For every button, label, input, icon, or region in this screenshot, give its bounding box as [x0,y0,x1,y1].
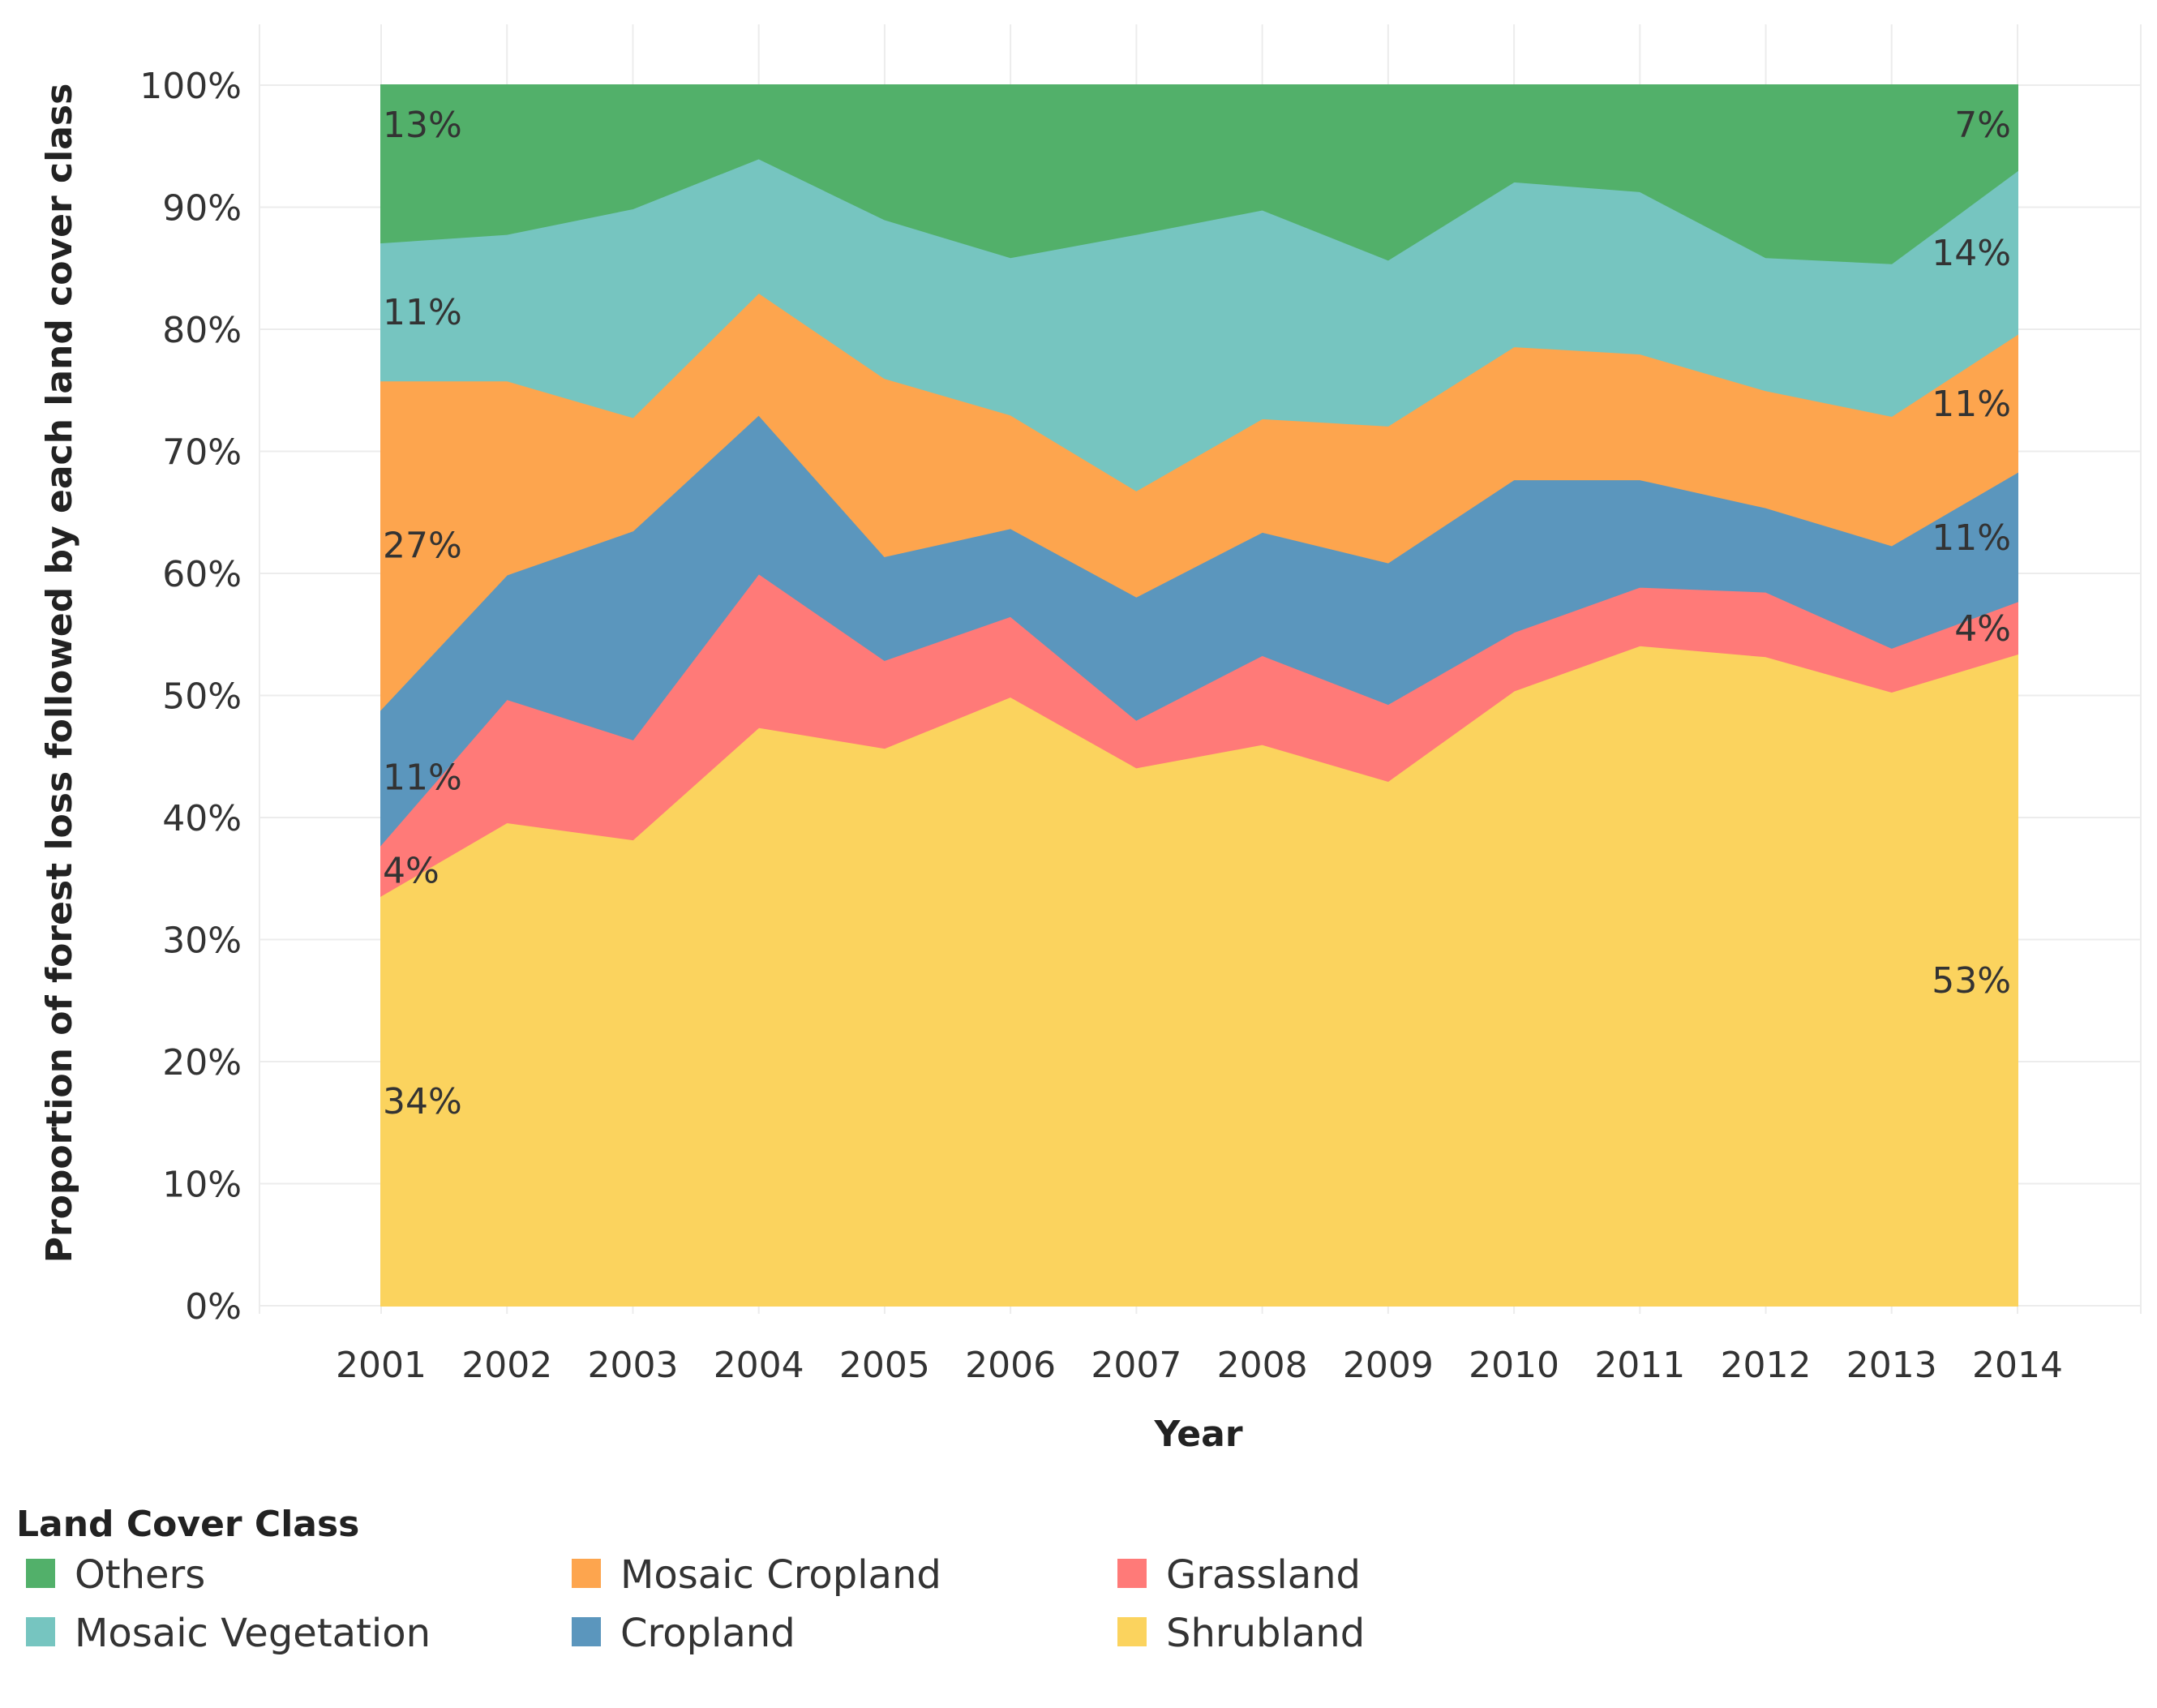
legend-item-others: Others [26,1552,205,1598]
y-tick-label-70: 70% [162,432,242,474]
legend-swatch-mosaic-vegetation [26,1617,55,1646]
x-axis-ticks: 2001 2002 2003 2004 2005 2006 2007 2008 2009 2010… [336,1345,2063,1386]
y-tick-label-90: 90% [162,188,242,230]
x-tick-label-2010: 2010 [1469,1345,1559,1386]
data-label-mosaic-cropland-2014: 11% [1932,384,2011,425]
data-label-cropland-2014: 11% [1932,517,2011,559]
x-tick-label-2011: 2011 [1594,1345,1685,1386]
legend-swatch-mosaic-cropland [572,1559,601,1588]
x-tick-label-2007: 2007 [1091,1345,1181,1386]
y-tick-label-80: 80% [162,310,242,351]
area-others [380,84,2018,264]
x-tick-label-2008: 2008 [1217,1345,1308,1386]
legend-label-others: Others [75,1552,205,1598]
y-tick-label-50: 50% [162,676,242,718]
legend-item-cropland: Cropland [572,1611,795,1656]
x-tick-label-2009: 2009 [1343,1345,1434,1386]
legend-swatch-shrubland [1117,1617,1147,1646]
y-tick-label-0: 0% [185,1286,242,1328]
x-tick-label-2013: 2013 [1846,1345,1937,1386]
x-tick-label-2012: 2012 [1721,1345,1812,1386]
data-label-cropland-2001: 11% [383,757,462,799]
area-series-layer [380,84,2018,1307]
legend-item-mosaic-vegetation: Mosaic Vegetation [26,1611,431,1656]
y-tick-label-30: 30% [162,921,242,962]
legend-item-shrubland: Shrubland [1117,1611,1365,1656]
x-tick-label-2006: 2006 [965,1345,1056,1386]
legend-label-shrubland: Shrubland [1166,1611,1365,1656]
x-axis-title: Year [1153,1414,1242,1455]
data-label-layer: 13% 11% 27% 11% 4% 34% 7% 14% 11% 11% 4% 53% [383,105,2011,1122]
data-label-others-2001: 13% [383,105,462,146]
legend-swatch-grassland [1117,1559,1147,1588]
legend-label-mosaic-vegetation: Mosaic Vegetation [75,1611,431,1656]
data-label-grassland-2014: 4% [1954,608,2011,650]
legend-swatch-cropland [572,1617,601,1646]
legend-label-mosaic-cropland: Mosaic Cropland [620,1552,941,1598]
y-axis-ticks: 0% 10% 20% 30% 40% 50% 60% 70% 80% 90% 100% [139,66,242,1328]
x-tick-label-2003: 2003 [587,1345,678,1386]
x-tick-label-2005: 2005 [839,1345,930,1386]
data-label-shrubland-2014: 53% [1932,960,2011,1002]
legend-title: Land Cover Class [16,1504,359,1545]
legend-swatch-others [26,1559,55,1588]
y-tick-label-60: 60% [162,554,242,595]
legend-label-grassland: Grassland [1166,1552,1361,1598]
y-axis-title: Proportion of forest loss followed by ea… [39,84,80,1264]
x-tick-label-2014: 2014 [1972,1345,2063,1386]
legend-label-cropland: Cropland [620,1611,795,1656]
data-label-mosaic-vegetation-2014: 14% [1932,233,2011,274]
data-label-mosaic-vegetation-2001: 11% [383,292,462,333]
data-label-mosaic-cropland-2001: 27% [383,526,462,567]
y-tick-label-20: 20% [162,1042,242,1084]
legend-item-mosaic-cropland: Mosaic Cropland [572,1552,941,1598]
y-tick-label-100: 100% [139,66,242,107]
x-tick-label-2002: 2002 [461,1345,552,1386]
data-label-others-2014: 7% [1954,105,2011,146]
x-tick-label-2001: 2001 [336,1345,427,1386]
x-tick-label-2004: 2004 [714,1345,804,1386]
data-label-grassland-2001: 4% [383,851,440,892]
y-tick-label-40: 40% [162,798,242,839]
legend: Land Cover Class Others Mosaic Cropland Gr… [16,1504,1365,1656]
y-tick-label-10: 10% [162,1165,242,1206]
legend-item-grassland: Grassland [1117,1552,1361,1598]
data-label-shrubland-2001: 34% [383,1081,462,1122]
